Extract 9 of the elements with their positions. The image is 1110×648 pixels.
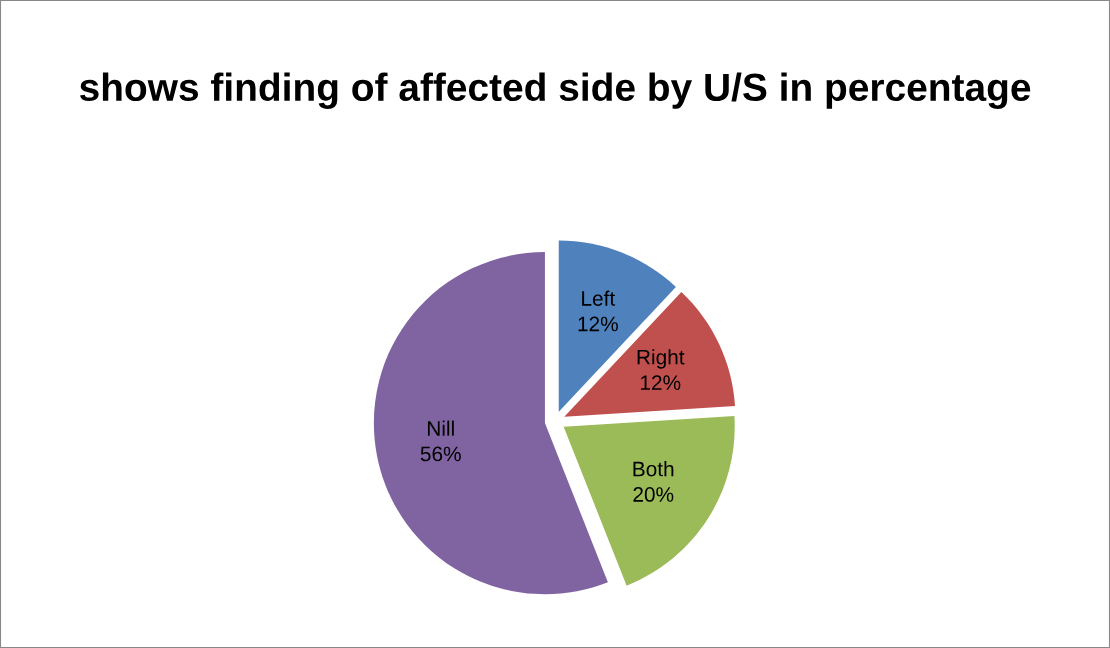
data-label: 12% [578,316,618,332]
data-label: 20% [633,487,674,502]
slice-label: Left [582,290,616,306]
chart-title: shows finding of affected side by U/S in percentage [79,72,1031,109]
slice-label: Right [637,349,685,369]
data-label: 12% [641,375,681,390]
slice-label: Nill [427,420,454,436]
slice-label: Both [633,461,674,477]
data-label: 56% [420,446,461,462]
